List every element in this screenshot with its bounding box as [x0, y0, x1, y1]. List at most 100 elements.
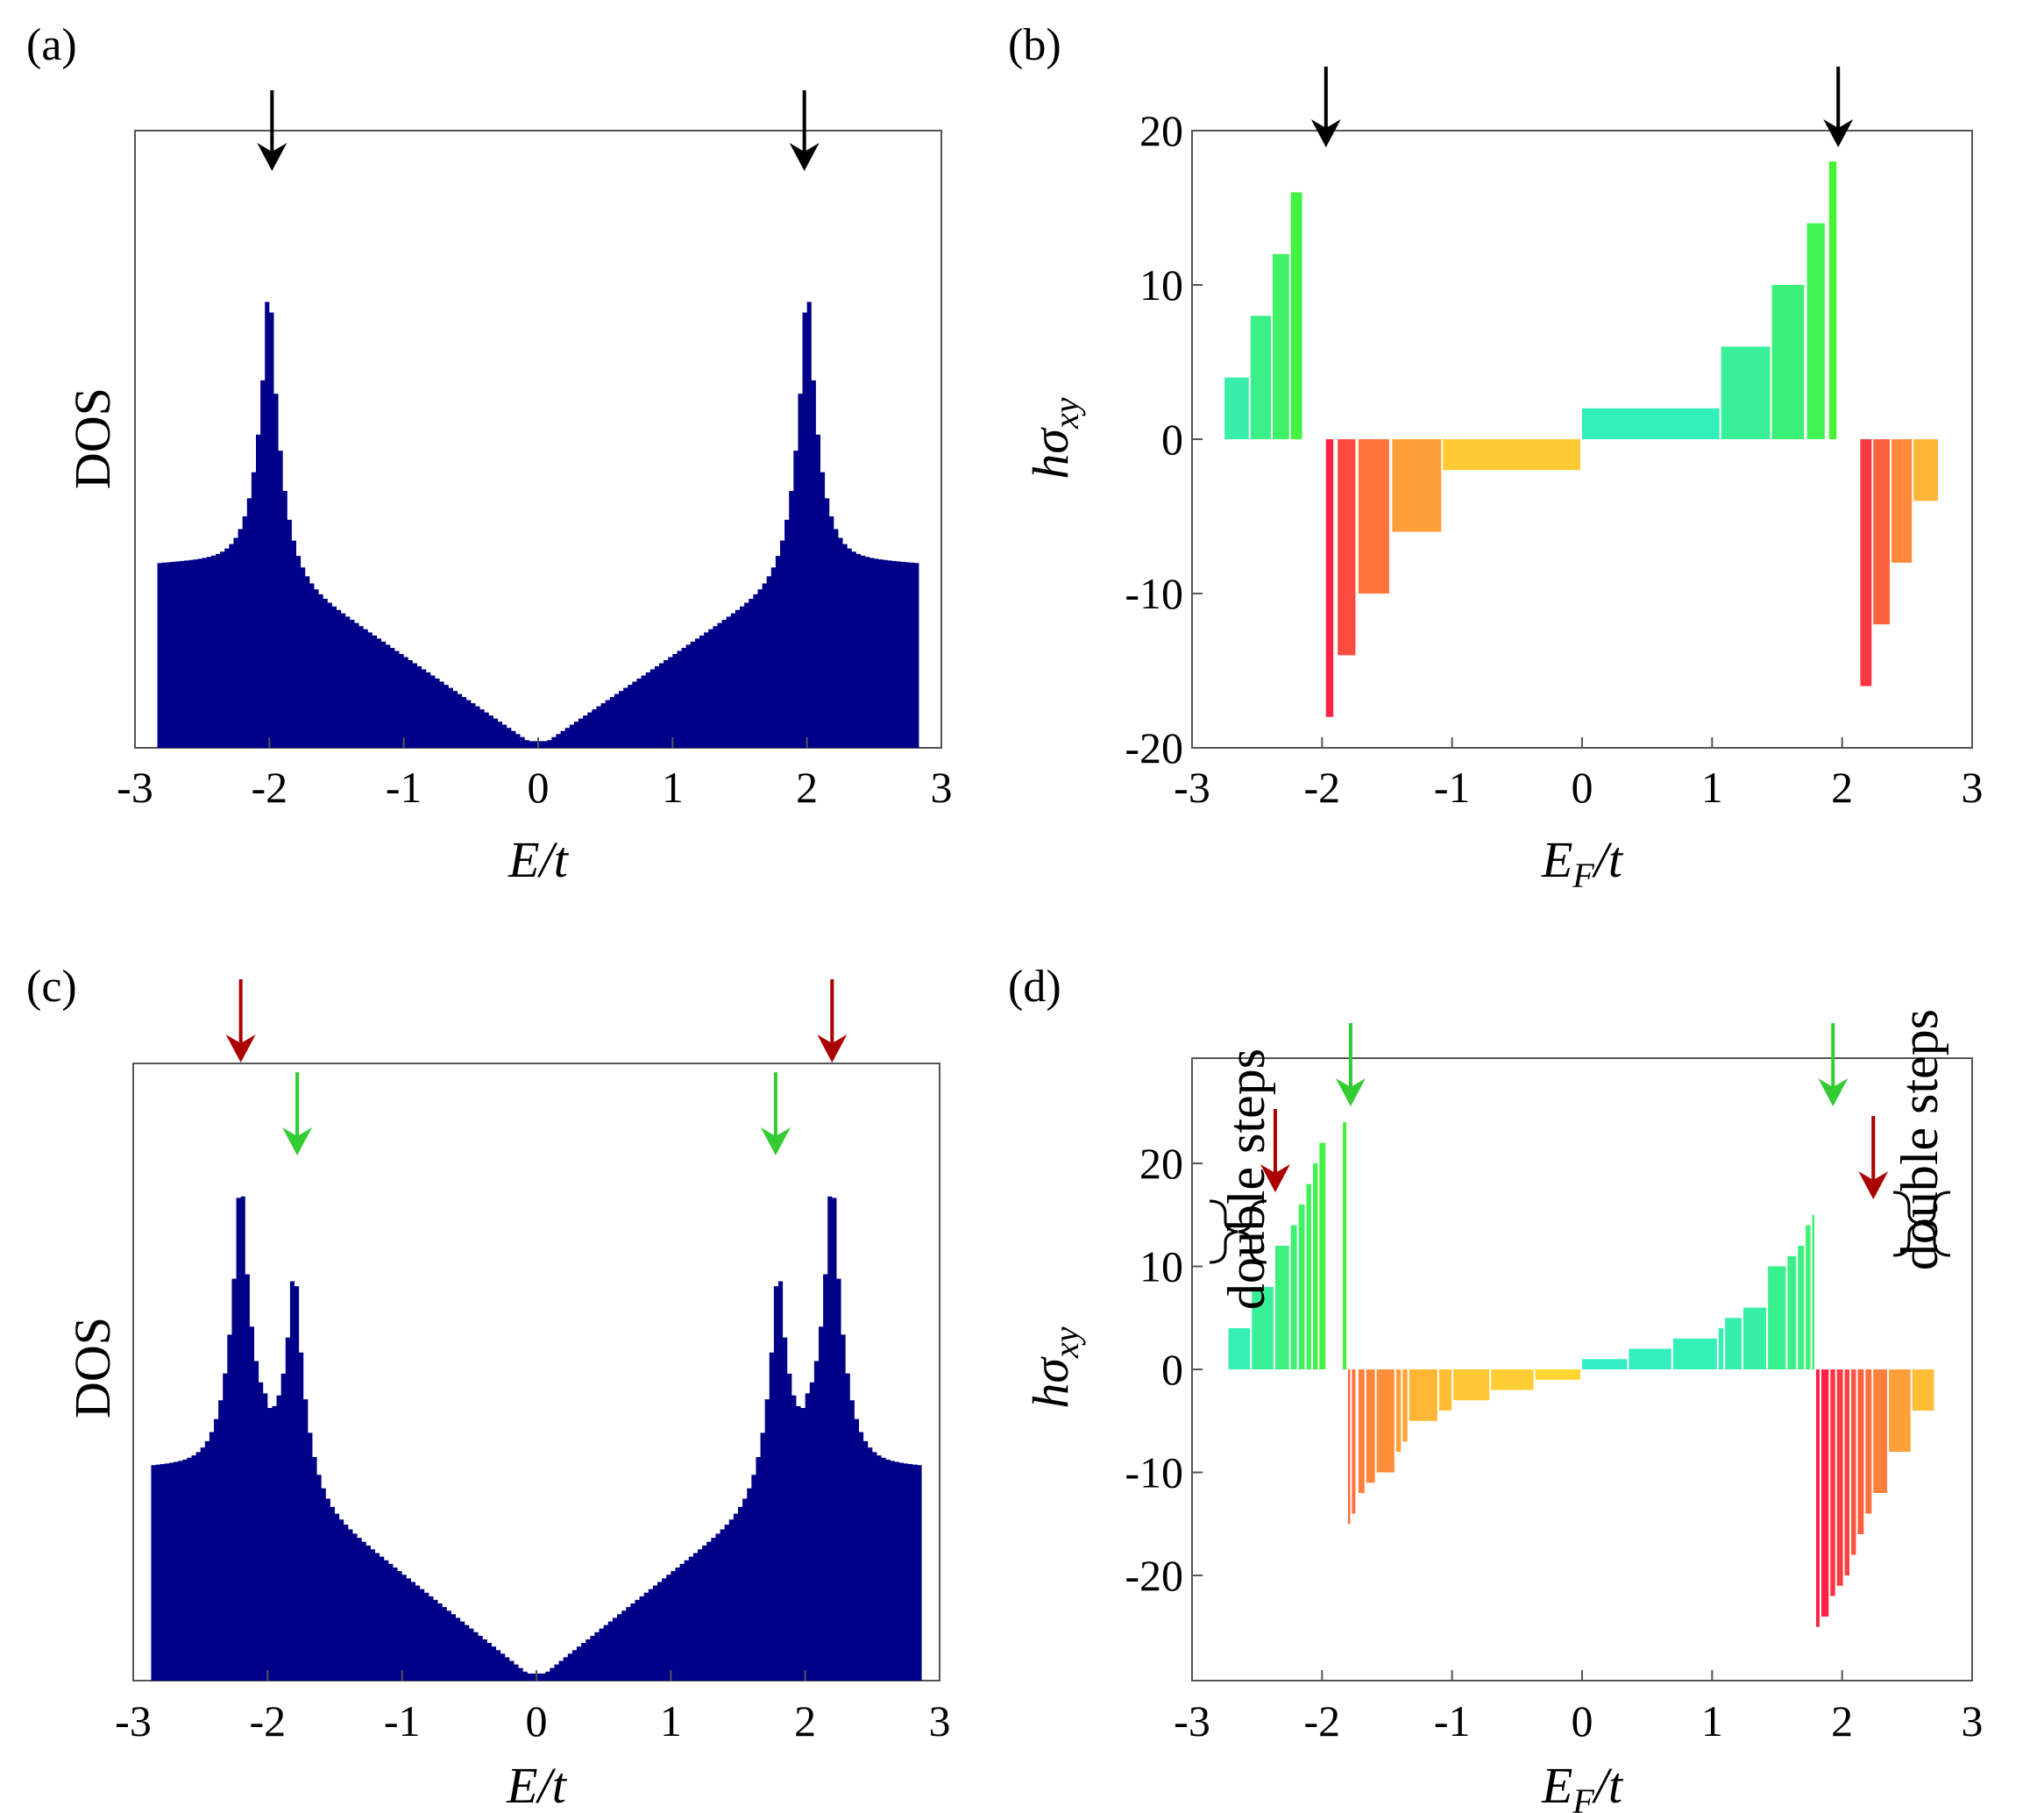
- y-tick-label: 10: [1139, 1242, 1183, 1291]
- hall-step-bar: [1228, 1328, 1251, 1369]
- y-tick-label: 0: [1161, 415, 1183, 464]
- peak-arrow-2: [1818, 1023, 1849, 1106]
- panel-b-bars: [1224, 161, 1938, 717]
- x-tick-label: -1: [386, 763, 422, 812]
- arrow-head: [225, 1034, 256, 1063]
- panel-a: (a) -3 -2 -1 0 1 2 3 E/t DOS: [26, 20, 953, 888]
- x-tick-label: -1: [1434, 1696, 1471, 1745]
- x-tick-label: -3: [1174, 1696, 1210, 1745]
- x-tick-label: -3: [115, 1696, 152, 1745]
- hall-step-bar: [1272, 253, 1289, 439]
- peak-arrow-1: [1335, 1023, 1366, 1106]
- peak-arrow-0: [225, 979, 256, 1063]
- hall-step-bar: [1816, 1369, 1820, 1627]
- hall-step-bar: [1787, 1255, 1797, 1369]
- hall-step-bar: [1491, 1369, 1534, 1390]
- hall-step-bar: [1352, 1369, 1356, 1514]
- y-tick-label: -20: [1125, 1551, 1183, 1600]
- hall-step-bar: [1319, 1142, 1326, 1369]
- y-tick-label: -20: [1125, 723, 1183, 772]
- x-tick-label: 3: [931, 763, 953, 812]
- hall-step-bar: [1629, 1348, 1671, 1369]
- panel-c-ylabel: DOS: [64, 1317, 121, 1418]
- peak-arrow-0: [1310, 67, 1341, 147]
- hall-step-bar: [1358, 1369, 1365, 1493]
- hall-step-bar: [1725, 1318, 1742, 1369]
- double-steps-left-brace-2: [1238, 1199, 1267, 1264]
- panel-b-label: (b): [1008, 20, 1061, 70]
- panel-b-xticks: -3 -2 -1 0 1 2 3: [1174, 737, 1984, 812]
- peak-arrow-3: [817, 979, 848, 1063]
- hall-step-bar: [1891, 439, 1913, 563]
- hall-step-bar: [1828, 161, 1837, 439]
- double-steps-right-brace: [1892, 1191, 1922, 1257]
- panel-d-xticks: -3 -2 -1 0 1 2 3: [1174, 1670, 1984, 1745]
- hall-step-bar: [1806, 1225, 1811, 1369]
- hall-step-bar: [1395, 1369, 1402, 1452]
- panel-b-arrows: [1310, 67, 1854, 147]
- hall-step-bar: [1443, 439, 1580, 471]
- hall-step-bar: [1453, 1369, 1490, 1401]
- hall-step-bar: [1873, 1369, 1888, 1493]
- hall-step-bar: [1535, 1369, 1580, 1380]
- hall-step-bar: [1274, 1246, 1289, 1369]
- hall-step-bar: [1409, 1369, 1437, 1421]
- arrow-head: [1260, 1164, 1290, 1192]
- hall-step-bar: [1224, 377, 1249, 439]
- x-tick-label: -2: [252, 763, 288, 812]
- x-tick-label: -2: [1304, 1696, 1341, 1745]
- panel-d-ylabel: hσxy: [1022, 1326, 1086, 1408]
- hall-step-bar: [1912, 1369, 1934, 1411]
- dos-c-histogram: [151, 1196, 922, 1681]
- hall-step-bar: [1402, 1369, 1408, 1442]
- panel-a-arrows: [257, 90, 820, 171]
- panel-d-label: (d): [1008, 962, 1061, 1012]
- peak-arrow-1: [789, 90, 820, 171]
- peak-arrow-2: [760, 1072, 791, 1155]
- arrow-head: [1858, 1171, 1889, 1199]
- peak-arrow-0: [1260, 1109, 1290, 1192]
- x-tick-label: 1: [660, 1696, 682, 1745]
- x-tick-label: 1: [1701, 1696, 1723, 1745]
- hall-step-bar: [1252, 1287, 1274, 1369]
- hall-step-bar: [1857, 1369, 1864, 1534]
- panel-d-yticks: 20 10 0 -10 -20: [1125, 1139, 1203, 1600]
- hall-step-bar: [1836, 1369, 1843, 1586]
- x-tick-label: 3: [929, 1696, 951, 1745]
- hall-step-bar: [1913, 439, 1938, 501]
- arrow-head: [282, 1127, 313, 1155]
- double-steps-left-label: double steps: [1217, 1049, 1275, 1310]
- y-tick-label: 20: [1139, 106, 1183, 155]
- peak-arrow-1: [1823, 67, 1854, 147]
- arrow-head: [257, 143, 287, 171]
- y-tick-label: -10: [1125, 1448, 1183, 1497]
- arrow-head: [1823, 119, 1854, 147]
- hall-step-bar: [1851, 1369, 1856, 1555]
- hall-step-bar: [1325, 439, 1334, 717]
- hall-step-bar: [1582, 408, 1720, 439]
- hall-step-bar: [1438, 1369, 1452, 1411]
- x-tick-label: 0: [526, 1696, 548, 1745]
- hall-step-bar: [1348, 1369, 1351, 1525]
- hall-step-bar: [1860, 439, 1872, 686]
- x-tick-label: 0: [1572, 763, 1593, 812]
- hall-step-bar: [1873, 439, 1891, 625]
- hall-step-bar: [1768, 1266, 1786, 1369]
- hall-step-bar: [1844, 1369, 1850, 1575]
- x-tick-label: 2: [1831, 763, 1853, 812]
- hall-step-bar: [1798, 1246, 1805, 1369]
- hall-step-bar: [1582, 1359, 1628, 1369]
- hall-step-bar: [1366, 1369, 1375, 1483]
- double-steps-left-brace: [1209, 1199, 1238, 1264]
- x-tick-label: -3: [117, 763, 153, 812]
- x-tick-label: 2: [1831, 1696, 1853, 1745]
- y-tick-label: 0: [1161, 1345, 1183, 1394]
- dos-a-histogram: [157, 302, 919, 748]
- hall-step-bar: [1812, 1214, 1814, 1369]
- hall-step-bar: [1298, 1205, 1305, 1369]
- panel-d-arrows: [1260, 1023, 1889, 1199]
- arrow-head: [1818, 1078, 1849, 1106]
- hall-step-bar: [1343, 1122, 1346, 1369]
